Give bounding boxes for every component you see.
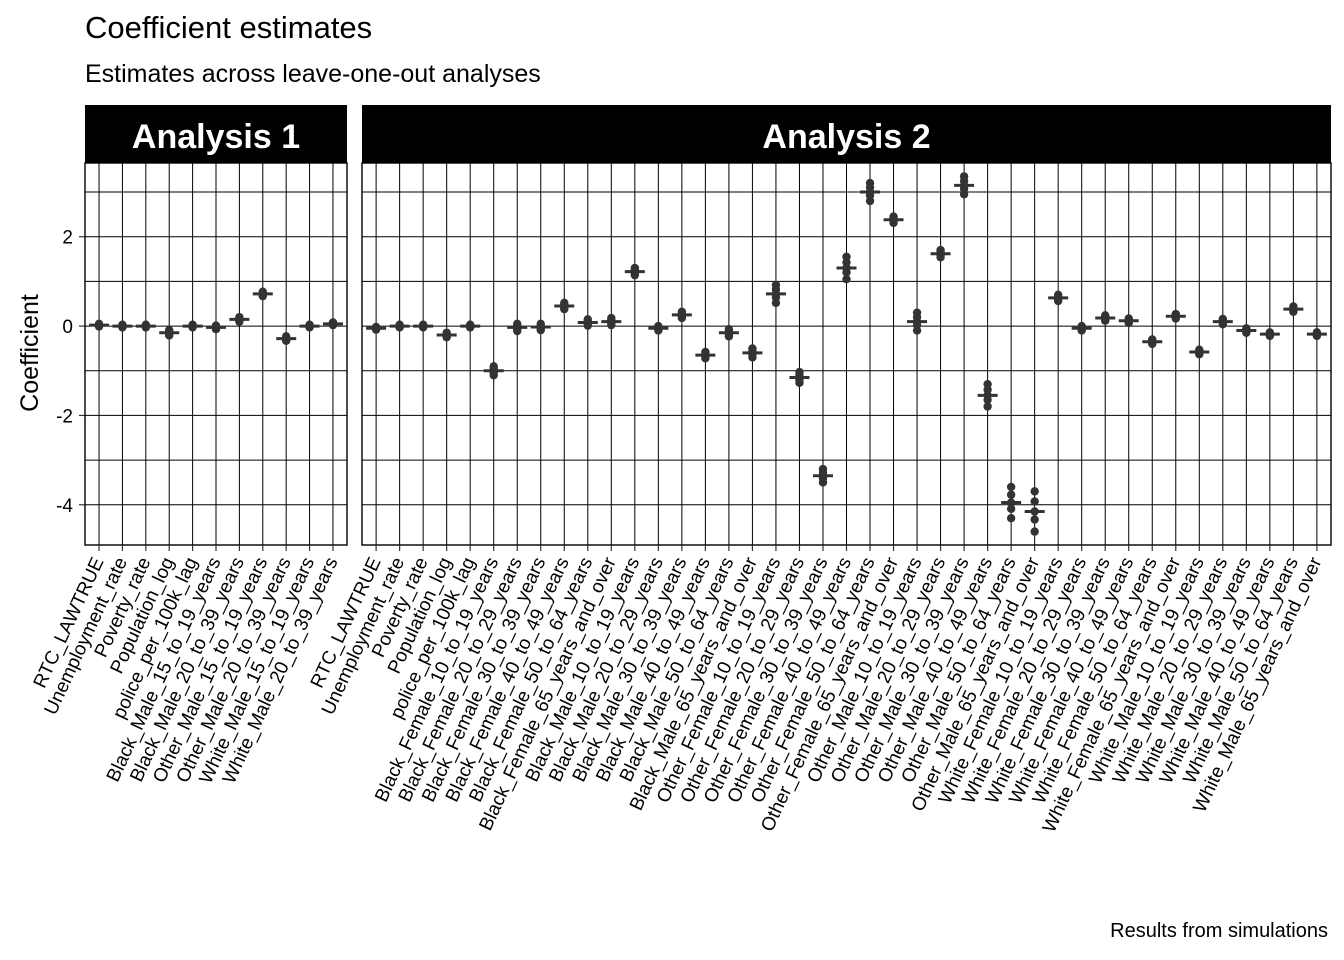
data-point: [1236, 324, 1257, 337]
data-point: [229, 312, 250, 326]
data-point: [765, 280, 786, 308]
point-marker: [983, 379, 992, 389]
point-marker: [912, 308, 922, 317]
data-point: [436, 328, 457, 342]
data-point: [413, 320, 434, 332]
point-marker: [1006, 513, 1016, 523]
point-marker: [983, 402, 992, 411]
point-marker: [748, 344, 757, 353]
data-point: [159, 325, 180, 340]
data-point: [89, 319, 110, 331]
data-point: [601, 313, 622, 330]
data-point: [1189, 345, 1210, 359]
point-marker: [842, 274, 851, 284]
data-point: [1024, 487, 1045, 536]
point-marker: [1030, 527, 1039, 536]
data-point: [812, 464, 833, 487]
data-point: [252, 287, 273, 301]
chart-title: Coefficient estimates: [85, 10, 373, 45]
data-point: [206, 321, 226, 334]
data-point: [530, 319, 551, 335]
data-point: [977, 379, 998, 411]
data-point: [907, 308, 928, 335]
data-point: [954, 172, 975, 199]
chart-subtitle: Estimates across leave-one-out analyses: [85, 60, 541, 88]
data-point: [322, 318, 343, 330]
data-point: [695, 347, 716, 363]
point-marker: [1006, 482, 1016, 492]
data-point: [182, 320, 203, 332]
point-marker: [1030, 515, 1039, 524]
facet-strip: [85, 105, 347, 163]
point-marker: [1030, 497, 1039, 506]
data-point: [460, 320, 481, 332]
facet-strip-label: Analysis 2: [762, 118, 930, 156]
data-point: [366, 322, 387, 334]
y-axis-label: Coefficient: [16, 294, 44, 412]
data-point: [1283, 302, 1304, 316]
data-point: [718, 325, 739, 341]
data-point: [577, 315, 598, 330]
y-tick-label: -2: [56, 406, 73, 427]
data-point: [671, 307, 692, 323]
data-point: [389, 320, 410, 332]
data-point: [299, 320, 320, 332]
chart-caption: Results from simulations: [1110, 920, 1328, 942]
data-point: [1095, 311, 1116, 325]
data-point: [554, 298, 575, 314]
data-point: [135, 320, 156, 332]
data-point: [836, 252, 857, 284]
data-point: [624, 263, 645, 280]
point-marker: [1006, 490, 1016, 499]
data-point: [1165, 309, 1186, 323]
data-point: [1142, 335, 1163, 349]
data-point: [1306, 328, 1327, 341]
data-point: [789, 367, 810, 388]
y-tick-label: 2: [62, 228, 73, 249]
point-marker: [771, 280, 781, 290]
point-marker: [959, 172, 969, 181]
data-point: [276, 332, 297, 346]
facet-strip-label: Analysis 1: [132, 118, 300, 156]
data-point: [648, 321, 669, 335]
point-marker: [1006, 504, 1016, 514]
point-marker: [842, 252, 851, 262]
data-point: [930, 245, 951, 262]
panel-2: Analysis 2RTC_LAWTRUEUnemployment_ratePo…: [307, 105, 1332, 836]
data-point: [742, 344, 763, 362]
point-marker: [795, 367, 804, 377]
data-point: [1259, 328, 1280, 341]
data-point: [1048, 290, 1069, 306]
facet-strip: [362, 105, 1331, 163]
data-point: [112, 320, 133, 332]
point-marker: [1030, 487, 1039, 496]
data-point: [883, 212, 904, 228]
point-marker: [865, 178, 875, 188]
data-point: [1001, 482, 1022, 523]
y-tick-label: -4: [56, 496, 73, 517]
panel-1: Analysis 1RTC_LAWTRUEUnemployment_ratePo…: [30, 105, 348, 787]
data-point: [1212, 314, 1233, 329]
data-point: [1118, 314, 1139, 328]
data-point: [483, 362, 504, 380]
point-marker: [818, 464, 828, 474]
y-tick-label: 0: [62, 317, 73, 338]
data-point: [1071, 321, 1092, 335]
point-marker: [489, 362, 498, 371]
data-point: [860, 178, 881, 206]
data-point: [507, 319, 528, 336]
